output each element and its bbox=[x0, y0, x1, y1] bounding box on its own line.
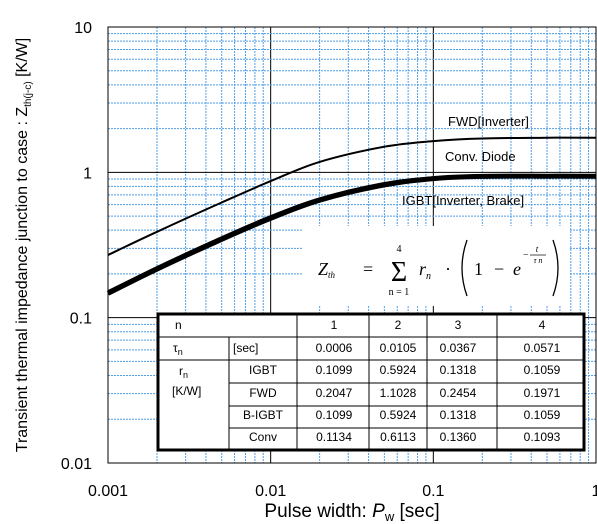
y-tick-label: 0.1 bbox=[70, 311, 92, 328]
y-axis-label: Transient thermal impedance junction to … bbox=[14, 38, 34, 452]
equation-one: 1 bbox=[474, 259, 483, 279]
equation-e: e bbox=[513, 259, 521, 279]
table-header-2: 2 bbox=[395, 318, 402, 332]
equation-sigma: Σ bbox=[391, 257, 407, 288]
table-tau-unit: [sec] bbox=[233, 341, 258, 355]
table-tau-value-4: 0.0571 bbox=[524, 341, 561, 355]
equation-minus: − bbox=[494, 259, 504, 279]
table-row-conv-label: Conv bbox=[249, 430, 277, 444]
x-tick-label: 1 bbox=[592, 483, 597, 500]
table-row-conv-value-3: 0.1360 bbox=[440, 430, 477, 444]
parameter-table: n 1 2 3 4 τn [sec] 0.0006 0.0105 0.0367 … bbox=[156, 312, 586, 452]
equation-background bbox=[302, 226, 570, 306]
tick-labels: 0.001 0.01 0.1 1 0.01 0.1 1 10 bbox=[61, 20, 597, 500]
table-row-conv-value-4: 0.1093 bbox=[524, 430, 561, 444]
table-background bbox=[158, 314, 584, 450]
table-tau-label: τn bbox=[173, 341, 183, 357]
table-row-bigbt-value-4: 0.1059 bbox=[524, 408, 561, 422]
table-row-igbt-value-3: 0.1318 bbox=[440, 363, 477, 377]
y-tick-label: 1 bbox=[83, 165, 92, 182]
x-tick-label: 0.1 bbox=[422, 483, 444, 500]
table-r-label: rn bbox=[179, 364, 188, 380]
legend-label-igbt: IGBT[Inverter, Brake] bbox=[402, 193, 524, 208]
series-lines bbox=[106, 136, 597, 296]
equation-r: rn bbox=[419, 259, 431, 282]
table-row-conv-value-1: 0.1134 bbox=[316, 430, 352, 444]
table-row-igbt-value-4: 0.1059 bbox=[524, 363, 561, 377]
table-header-n: n bbox=[175, 318, 182, 332]
y-tick-label: 0.01 bbox=[61, 456, 92, 473]
table-row-fwd-value-2: 1.1028 bbox=[380, 386, 417, 400]
table-row-igbt-label: IGBT bbox=[249, 363, 278, 377]
equation-exp-num: t bbox=[536, 244, 539, 254]
table-header-4: 4 bbox=[539, 318, 546, 332]
equation-equals: = bbox=[363, 259, 373, 279]
table-row-fwd-label: FWD bbox=[249, 386, 277, 400]
series-line-fwd-inverter bbox=[107, 136, 597, 256]
table-tau-value-2: 0.0105 bbox=[380, 341, 417, 355]
table-row-fwd-value-1: 0.2047 bbox=[316, 386, 353, 400]
equation-sum-top: 4 bbox=[397, 244, 402, 255]
x-tick-label: 0.01 bbox=[255, 483, 286, 500]
table-tau-value-1: 0.0006 bbox=[316, 341, 353, 355]
table-header-1: 1 bbox=[331, 318, 338, 332]
table-r-unit: [K/W] bbox=[172, 384, 201, 398]
table-row-igbt-value-1: 0.1099 bbox=[316, 363, 353, 377]
equation-box: Zth = 4 Σ n = 1 rn · 1 − e − t τ n bbox=[302, 226, 570, 306]
table-outer-border bbox=[156, 312, 586, 452]
table-row-bigbt-value-3: 0.1318 bbox=[440, 408, 477, 422]
table-row-igbt-value-2: 0.5924 bbox=[380, 363, 417, 377]
equation-exp-minus: − bbox=[523, 250, 529, 261]
equation-right-paren bbox=[552, 239, 559, 297]
plot-frame bbox=[107, 26, 597, 464]
x-tick-label: 0.001 bbox=[88, 483, 128, 500]
equation-lhs: Zth bbox=[318, 259, 336, 280]
equation-sum-bottom: n = 1 bbox=[389, 287, 410, 298]
y-tick-label: 10 bbox=[74, 20, 92, 37]
table-row-conv-value-2: 0.6113 bbox=[380, 430, 416, 444]
equation-exp-den: τ n bbox=[534, 256, 543, 265]
table-row-fwd-value-3: 0.2454 bbox=[440, 386, 477, 400]
equation-left-paren bbox=[461, 239, 468, 297]
table-header-3: 3 bbox=[455, 318, 462, 332]
table-row-bigbt-value-2: 0.5924 bbox=[380, 408, 417, 422]
x-axis-label: Pulse width: Pw [sec] bbox=[264, 501, 439, 524]
table-row-bigbt-value-1: 0.1099 bbox=[316, 408, 353, 422]
table-lines bbox=[158, 314, 584, 450]
legend-label-conv: Conv. Diode bbox=[445, 149, 516, 164]
table-row-bigbt-label: B-IGBT bbox=[243, 408, 284, 422]
series-line-igbt-inverter-brake bbox=[106, 173, 597, 296]
equation-dot: · bbox=[445, 259, 451, 279]
legend-label-fwd: FWD[Inverter] bbox=[448, 114, 529, 129]
table-row-fwd-value-4: 0.1971 bbox=[524, 386, 561, 400]
table-tau-value-3: 0.0367 bbox=[440, 341, 477, 355]
